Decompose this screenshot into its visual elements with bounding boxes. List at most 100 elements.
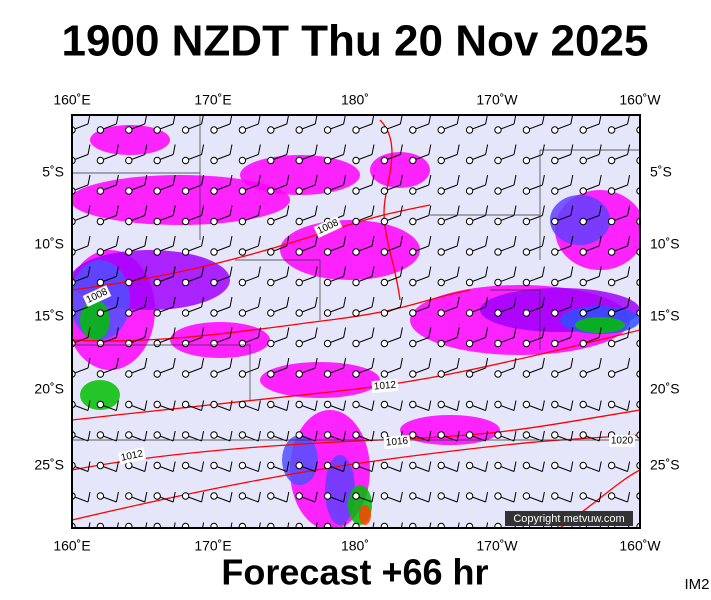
barb-station xyxy=(323,400,332,409)
barb-flag xyxy=(570,235,574,247)
lat-label-left: 15˚S xyxy=(34,308,64,324)
barb-station xyxy=(465,248,474,256)
barb-flag xyxy=(314,491,318,503)
lat-label-left: 10˚S xyxy=(34,236,64,252)
isobar-label-box xyxy=(371,378,399,394)
rain-area xyxy=(240,155,360,195)
barb-station xyxy=(295,126,303,134)
barb-station xyxy=(267,370,275,378)
barb-flag xyxy=(87,491,91,503)
barb-station xyxy=(181,522,190,528)
barb-flag xyxy=(399,235,403,247)
barb-station xyxy=(96,309,105,317)
barb-station xyxy=(465,278,474,287)
barb-flag xyxy=(115,296,119,308)
barb-flag xyxy=(201,400,205,411)
barb-flag xyxy=(485,400,489,411)
barb-flag xyxy=(541,357,545,369)
barb-station xyxy=(96,431,105,439)
barb-flag xyxy=(428,205,432,216)
barb-station xyxy=(494,339,502,348)
lon-label-top: 170˚E xyxy=(194,92,231,108)
barb-flag xyxy=(144,461,148,472)
barb-flag xyxy=(541,461,545,472)
lon-label-bottom: 180˚ xyxy=(341,538,369,554)
barb-flag xyxy=(115,174,119,186)
barb-staff xyxy=(639,373,640,374)
barb-station xyxy=(494,370,502,378)
barb-flag xyxy=(314,400,318,411)
barb-station xyxy=(352,278,360,287)
barb-station xyxy=(295,461,303,470)
barb-flag xyxy=(428,235,432,247)
barb-staff xyxy=(639,220,640,222)
barb-flag xyxy=(541,491,545,503)
barb-station xyxy=(551,309,559,317)
barb-flag xyxy=(229,205,233,216)
barb-station xyxy=(465,370,474,378)
barb-flag xyxy=(343,491,347,503)
barb-flag xyxy=(144,357,148,369)
barb-flag xyxy=(656,492,658,502)
barb-station xyxy=(238,461,247,470)
barb-flag xyxy=(598,144,602,155)
barb-flag xyxy=(144,327,148,338)
barb-flag xyxy=(201,491,205,503)
barb-station xyxy=(125,522,133,528)
barb-station xyxy=(295,370,303,378)
barb-flag xyxy=(201,327,205,338)
barb-flag xyxy=(371,430,375,442)
barb-flag xyxy=(627,144,631,155)
barb-station xyxy=(352,126,360,134)
barb-station xyxy=(181,461,190,470)
barb-flag xyxy=(172,174,176,186)
barb-station xyxy=(352,339,360,348)
barb-station xyxy=(238,522,247,528)
barb-flag xyxy=(371,235,375,247)
barb-station xyxy=(125,370,133,378)
rain-area xyxy=(72,175,290,225)
lon-label-bottom: 160˚E xyxy=(53,538,90,554)
barb-station xyxy=(465,492,474,500)
barb-station xyxy=(607,339,616,348)
barb-flag xyxy=(314,205,318,216)
barb-flag xyxy=(115,327,119,338)
barb-station xyxy=(153,156,161,165)
barb-flag xyxy=(314,174,318,186)
barb-flag xyxy=(343,174,347,186)
barb-station xyxy=(380,126,389,134)
barb-station xyxy=(238,156,247,165)
barb-station xyxy=(295,309,303,317)
isobar xyxy=(72,289,471,342)
barb-station xyxy=(579,339,587,348)
barb-station xyxy=(295,522,303,528)
barb-station xyxy=(238,431,247,439)
barb-flag xyxy=(144,205,148,216)
barb-station xyxy=(380,492,389,500)
lon-label-top: 160˚E xyxy=(53,92,90,108)
barb-flag xyxy=(87,205,91,216)
barb-flag xyxy=(314,327,318,338)
barb-flag xyxy=(656,523,658,533)
barb-station xyxy=(437,217,445,226)
barb-flag xyxy=(286,430,290,442)
barb-station xyxy=(210,492,218,500)
barb-station xyxy=(352,156,360,165)
barb-flag xyxy=(172,205,176,216)
barb-station xyxy=(352,400,360,409)
barb-station xyxy=(437,187,445,195)
barb-station xyxy=(267,461,275,470)
barb-flag xyxy=(371,174,375,186)
barb-station xyxy=(380,187,389,195)
barb-station xyxy=(437,461,445,470)
barb-flag xyxy=(314,235,318,247)
barb-flag xyxy=(627,491,631,503)
barb-station xyxy=(409,492,417,500)
barb-flag xyxy=(371,400,375,411)
barb-flag xyxy=(513,327,517,338)
barb-station xyxy=(238,248,247,256)
barb-flag xyxy=(371,357,375,369)
barb-station xyxy=(465,309,474,317)
barb-flag xyxy=(314,266,318,277)
barb-flag xyxy=(314,357,318,369)
